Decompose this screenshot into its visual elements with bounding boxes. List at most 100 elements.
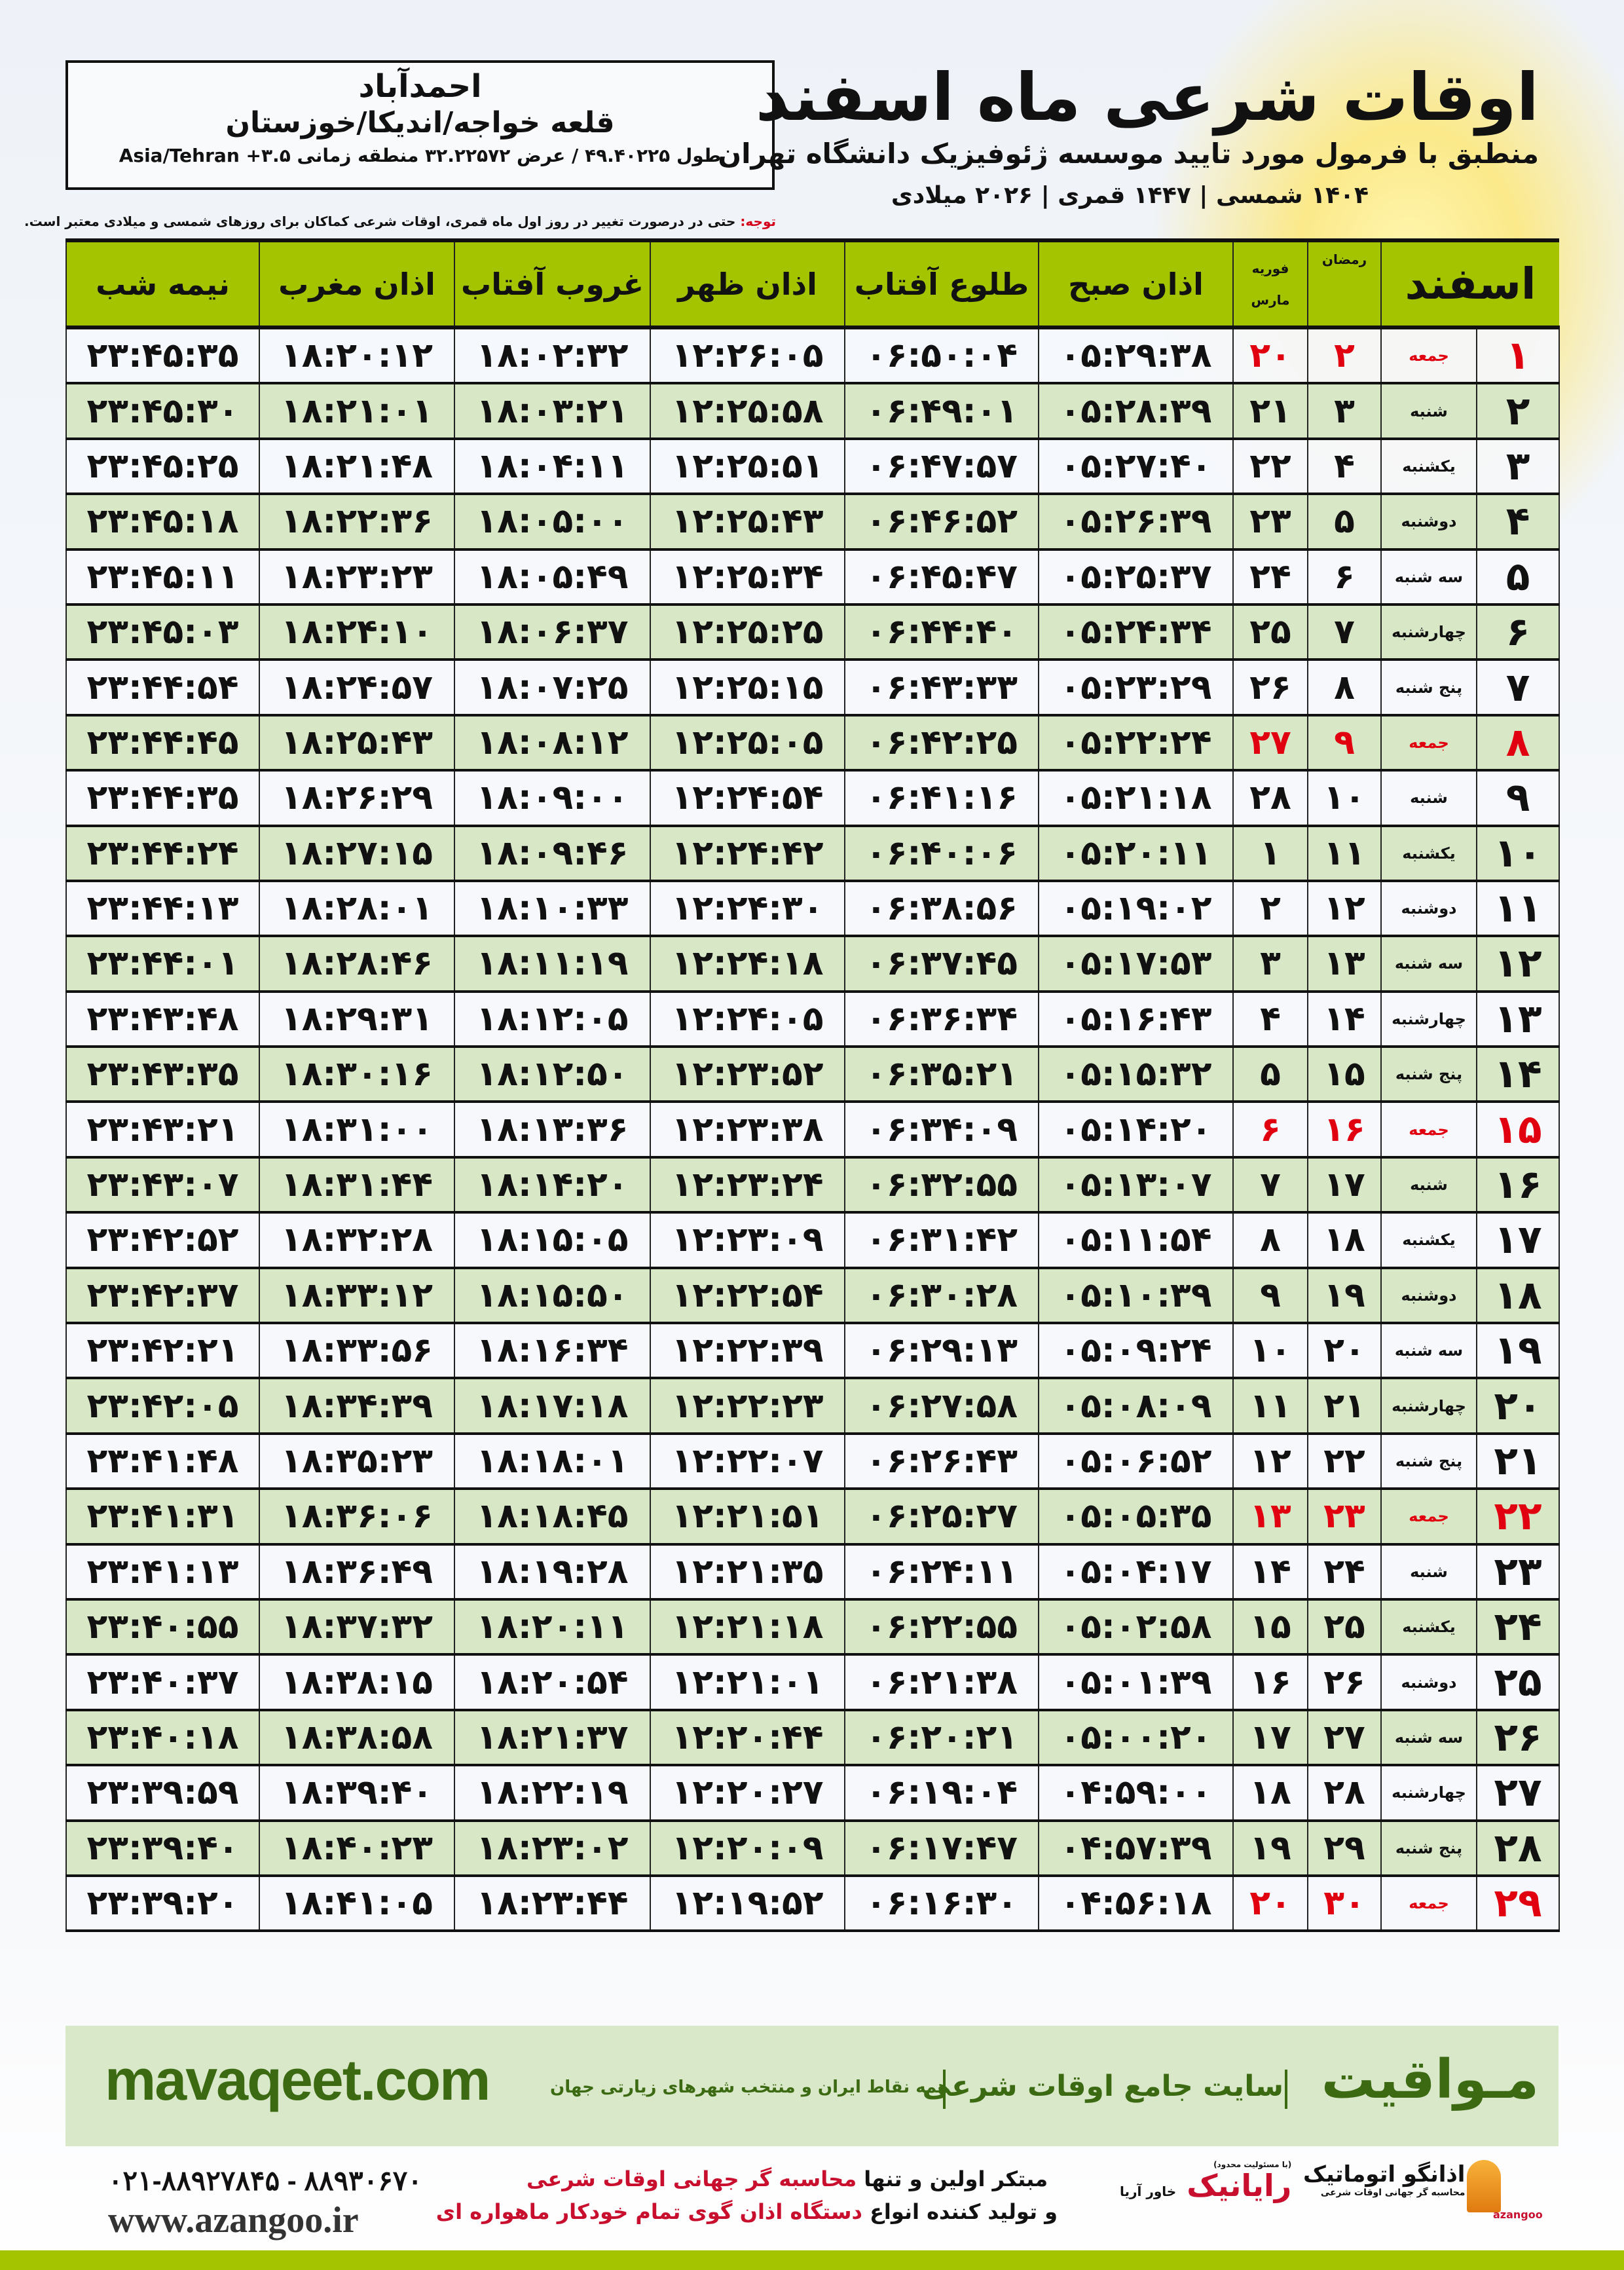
cell-greg: ۱۸: [1232, 1764, 1308, 1822]
cell-sunrise: ۰۶:۴۴:۴۰: [844, 603, 1039, 661]
cell-weekday: سه شنبه: [1380, 548, 1477, 606]
promo-highlight: دستگاه اذان گوی تمام خودکار ماهواره ای: [435, 2199, 862, 2224]
cell-dhuhr: ۱۲:۲۵:۵۱: [650, 437, 845, 496]
cell-day: ۲۲: [1475, 1488, 1560, 1546]
cell-weekday: دوشنبه: [1380, 1654, 1477, 1711]
table-row: ۲۳:۴۲:۲۱ ۱۸:۳۳:۵۶ ۱۸:۱۶:۳۴ ۱۲:۲۲:۳۹ ۰۶:۲۹:۱۳…: [65, 1322, 1560, 1380]
cell-sunrise: ۰۶:۲۱:۳۸: [844, 1654, 1039, 1711]
cell-dhuhr: ۱۲:۲۲:۵۴: [650, 1267, 845, 1325]
table-row: ۲۳:۴۲:۵۲ ۱۸:۳۲:۲۸ ۱۸:۱۵:۰۵ ۱۲:۲۳:۰۹ ۰۶:۳۱:۴۲…: [65, 1212, 1560, 1269]
rayanik-side: خاور آریا: [1120, 2184, 1177, 2199]
cell-midnight: ۲۳:۴۴:۵۴: [65, 659, 260, 716]
table-row: ۲۳:۴۰:۳۷ ۱۸:۳۸:۱۵ ۱۸:۲۰:۵۴ ۱۲:۲۱:۰۱ ۰۶:۲۱:۳۸…: [65, 1654, 1560, 1711]
col-maghrib: اذان مغرب: [259, 238, 454, 329]
azangoo-website-link[interactable]: www.azangoo.ir: [108, 2200, 359, 2241]
cell-day: ۲۸: [1475, 1819, 1560, 1877]
cell-weekday: چهارشنبه: [1380, 990, 1477, 1049]
cell-midnight: ۲۳:۴۳:۲۱: [65, 1101, 260, 1159]
cell-maghrib: ۱۸:۲۱:۰۱: [259, 382, 455, 440]
divider: [1285, 2070, 1287, 2109]
cell-weekday: پنج شنبه: [1380, 659, 1477, 716]
table-row: ۲۳:۴۴:۲۴ ۱۸:۲۷:۱۵ ۱۸:۰۹:۴۶ ۱۲:۲۴:۴۲ ۰۶:۴۰:۰۶…: [65, 825, 1560, 882]
cell-greg: ۱۰: [1232, 1322, 1308, 1380]
table-row: ۲۳:۴۴:۵۴ ۱۸:۲۴:۵۷ ۱۸:۰۷:۲۵ ۱۲:۲۵:۱۵ ۰۶:۴۳:۳۳…: [65, 659, 1560, 716]
bottom-bar: [0, 2250, 1624, 2270]
cell-maghrib: ۱۸:۲۰:۱۲: [259, 326, 455, 385]
cell-maghrib: ۱۸:۲۷:۱۵: [259, 825, 455, 882]
cell-weekday: یکشنبه: [1380, 437, 1477, 496]
cell-sunset: ۱۸:۰۹:۰۰: [454, 770, 651, 827]
col-fajr: اذان صبح: [1038, 238, 1233, 329]
cell-maghrib: ۱۸:۳۰:۱۶: [259, 1046, 455, 1104]
ad-website-link[interactable]: mavaqeet.com: [105, 2047, 490, 2112]
cell-greg: ۲۸: [1232, 770, 1308, 827]
cell-ramadan: ۴: [1307, 437, 1382, 496]
cell-sunrise: ۰۶:۲۹:۱۳: [844, 1322, 1039, 1380]
cell-day: ۹: [1475, 770, 1560, 827]
cell-maghrib: ۱۸:۲۸:۰۱: [259, 880, 455, 938]
cell-ramadan: ۲۸: [1307, 1764, 1382, 1822]
cell-sunset: ۱۸:۰۳:۲۱: [454, 382, 651, 440]
cell-day: ۱۸: [1475, 1267, 1560, 1325]
cell-maghrib: ۱۸:۳۱:۰۰: [259, 1101, 455, 1159]
cell-sunset: ۱۸:۱۳:۳۶: [454, 1101, 651, 1159]
cell-greg: ۱۴: [1232, 1543, 1308, 1601]
cell-fajr: ۰۵:۲۷:۴۰: [1038, 437, 1234, 496]
ad-slogan: سایت جامع اوقات شرعی: [922, 2070, 1283, 2103]
cell-day: ۵: [1475, 548, 1560, 606]
table-row: ۲۳:۴۴:۴۵ ۱۸:۲۵:۴۳ ۱۸:۰۸:۱۲ ۱۲:۲۵:۰۵ ۰۶:۴۲:۲۵…: [65, 714, 1560, 772]
cell-day: ۱۳: [1475, 990, 1560, 1049]
cell-dhuhr: ۱۲:۲۴:۱۸: [650, 935, 845, 993]
table-row: ۲۳:۴۱:۱۳ ۱۸:۳۶:۴۹ ۱۸:۱۹:۲۸ ۱۲:۲۱:۳۵ ۰۶:۲۴:۱۱…: [65, 1543, 1560, 1601]
azangoo-sub: محاسبه گر جهانی اوقات شرعی: [1320, 2187, 1466, 2198]
cell-ramadan: ۲۳: [1307, 1488, 1382, 1546]
cell-sunrise: ۰۶:۲۴:۱۱: [844, 1543, 1039, 1601]
cell-maghrib: ۱۸:۳۶:۰۶: [259, 1488, 455, 1546]
col-feb: فوریه: [1251, 260, 1289, 276]
cell-dhuhr: ۱۲:۲۳:۵۲: [650, 1046, 845, 1104]
cell-weekday: پنج شنبه: [1380, 1819, 1477, 1877]
cell-weekday: دوشنبه: [1380, 493, 1477, 551]
cell-maghrib: ۱۸:۴۱:۰۵: [259, 1874, 455, 1933]
cell-day: ۱۵: [1475, 1101, 1560, 1159]
cell-greg: ۱۹: [1232, 1819, 1308, 1877]
cell-greg: ۲: [1232, 880, 1308, 938]
cell-weekday: یکشنبه: [1380, 1598, 1477, 1656]
cell-dhuhr: ۱۲:۱۹:۵۲: [650, 1874, 845, 1933]
cell-sunset: ۱۸:۱۷:۱۸: [454, 1377, 651, 1435]
cell-fajr: ۰۵:۲۲:۲۴: [1038, 714, 1234, 772]
cell-weekday: چهارشنبه: [1380, 1377, 1477, 1435]
cell-sunset: ۱۸:۰۵:۰۰: [454, 493, 651, 551]
cell-fajr: ۰۵:۲۱:۱۸: [1038, 770, 1234, 827]
cell-greg: ۷: [1232, 1156, 1308, 1214]
cell-midnight: ۲۳:۴۵:۲۵: [65, 437, 260, 496]
cell-midnight: ۲۳:۳۹:۴۰: [65, 1819, 260, 1877]
cell-sunset: ۱۸:۰۸:۱۲: [454, 714, 651, 772]
cell-dhuhr: ۱۲:۲۰:۲۷: [650, 1764, 845, 1822]
cell-dhuhr: ۱۲:۲۶:۰۵: [650, 326, 845, 385]
cell-ramadan: ۷: [1307, 603, 1382, 661]
cell-sunrise: ۰۶:۲۷:۵۸: [844, 1377, 1039, 1435]
cell-weekday: دوشنبه: [1380, 1267, 1477, 1325]
cell-sunrise: ۰۶:۳۴:۰۹: [844, 1101, 1039, 1159]
cell-greg: ۲۱: [1232, 382, 1308, 440]
cell-greg: ۲۶: [1232, 659, 1308, 716]
cell-greg: ۴: [1232, 990, 1308, 1049]
cell-greg: ۲۰: [1232, 1874, 1308, 1933]
cell-day: ۱۱: [1475, 880, 1560, 938]
cell-sunrise: ۰۶:۲۲:۵۵: [844, 1598, 1039, 1656]
cell-dhuhr: ۱۲:۲۳:۳۸: [650, 1101, 845, 1159]
promo-text: و تولید کننده انواع: [862, 2199, 1058, 2224]
cell-midnight: ۲۳:۴۵:۰۳: [65, 603, 260, 661]
cell-sunset: ۱۸:۲۳:۰۲: [454, 1819, 651, 1877]
cell-fajr: ۰۵:۰۹:۲۴: [1038, 1322, 1234, 1380]
cell-day: ۲۳: [1475, 1543, 1560, 1601]
cell-midnight: ۲۳:۴۳:۳۵: [65, 1046, 260, 1104]
cell-day: ۲۹: [1475, 1874, 1560, 1933]
cell-sunset: ۱۸:۱۰:۳۳: [454, 880, 651, 938]
rayanik-small: (با مسئولیت محدود): [1213, 2160, 1292, 2169]
promo-text: مبتکر اولین و تنها: [857, 2167, 1048, 2191]
cell-ramadan: ۱۵: [1307, 1046, 1382, 1104]
cell-sunset: ۱۸:۱۲:۰۵: [454, 990, 651, 1049]
cell-weekday: جمعه: [1380, 1101, 1477, 1159]
